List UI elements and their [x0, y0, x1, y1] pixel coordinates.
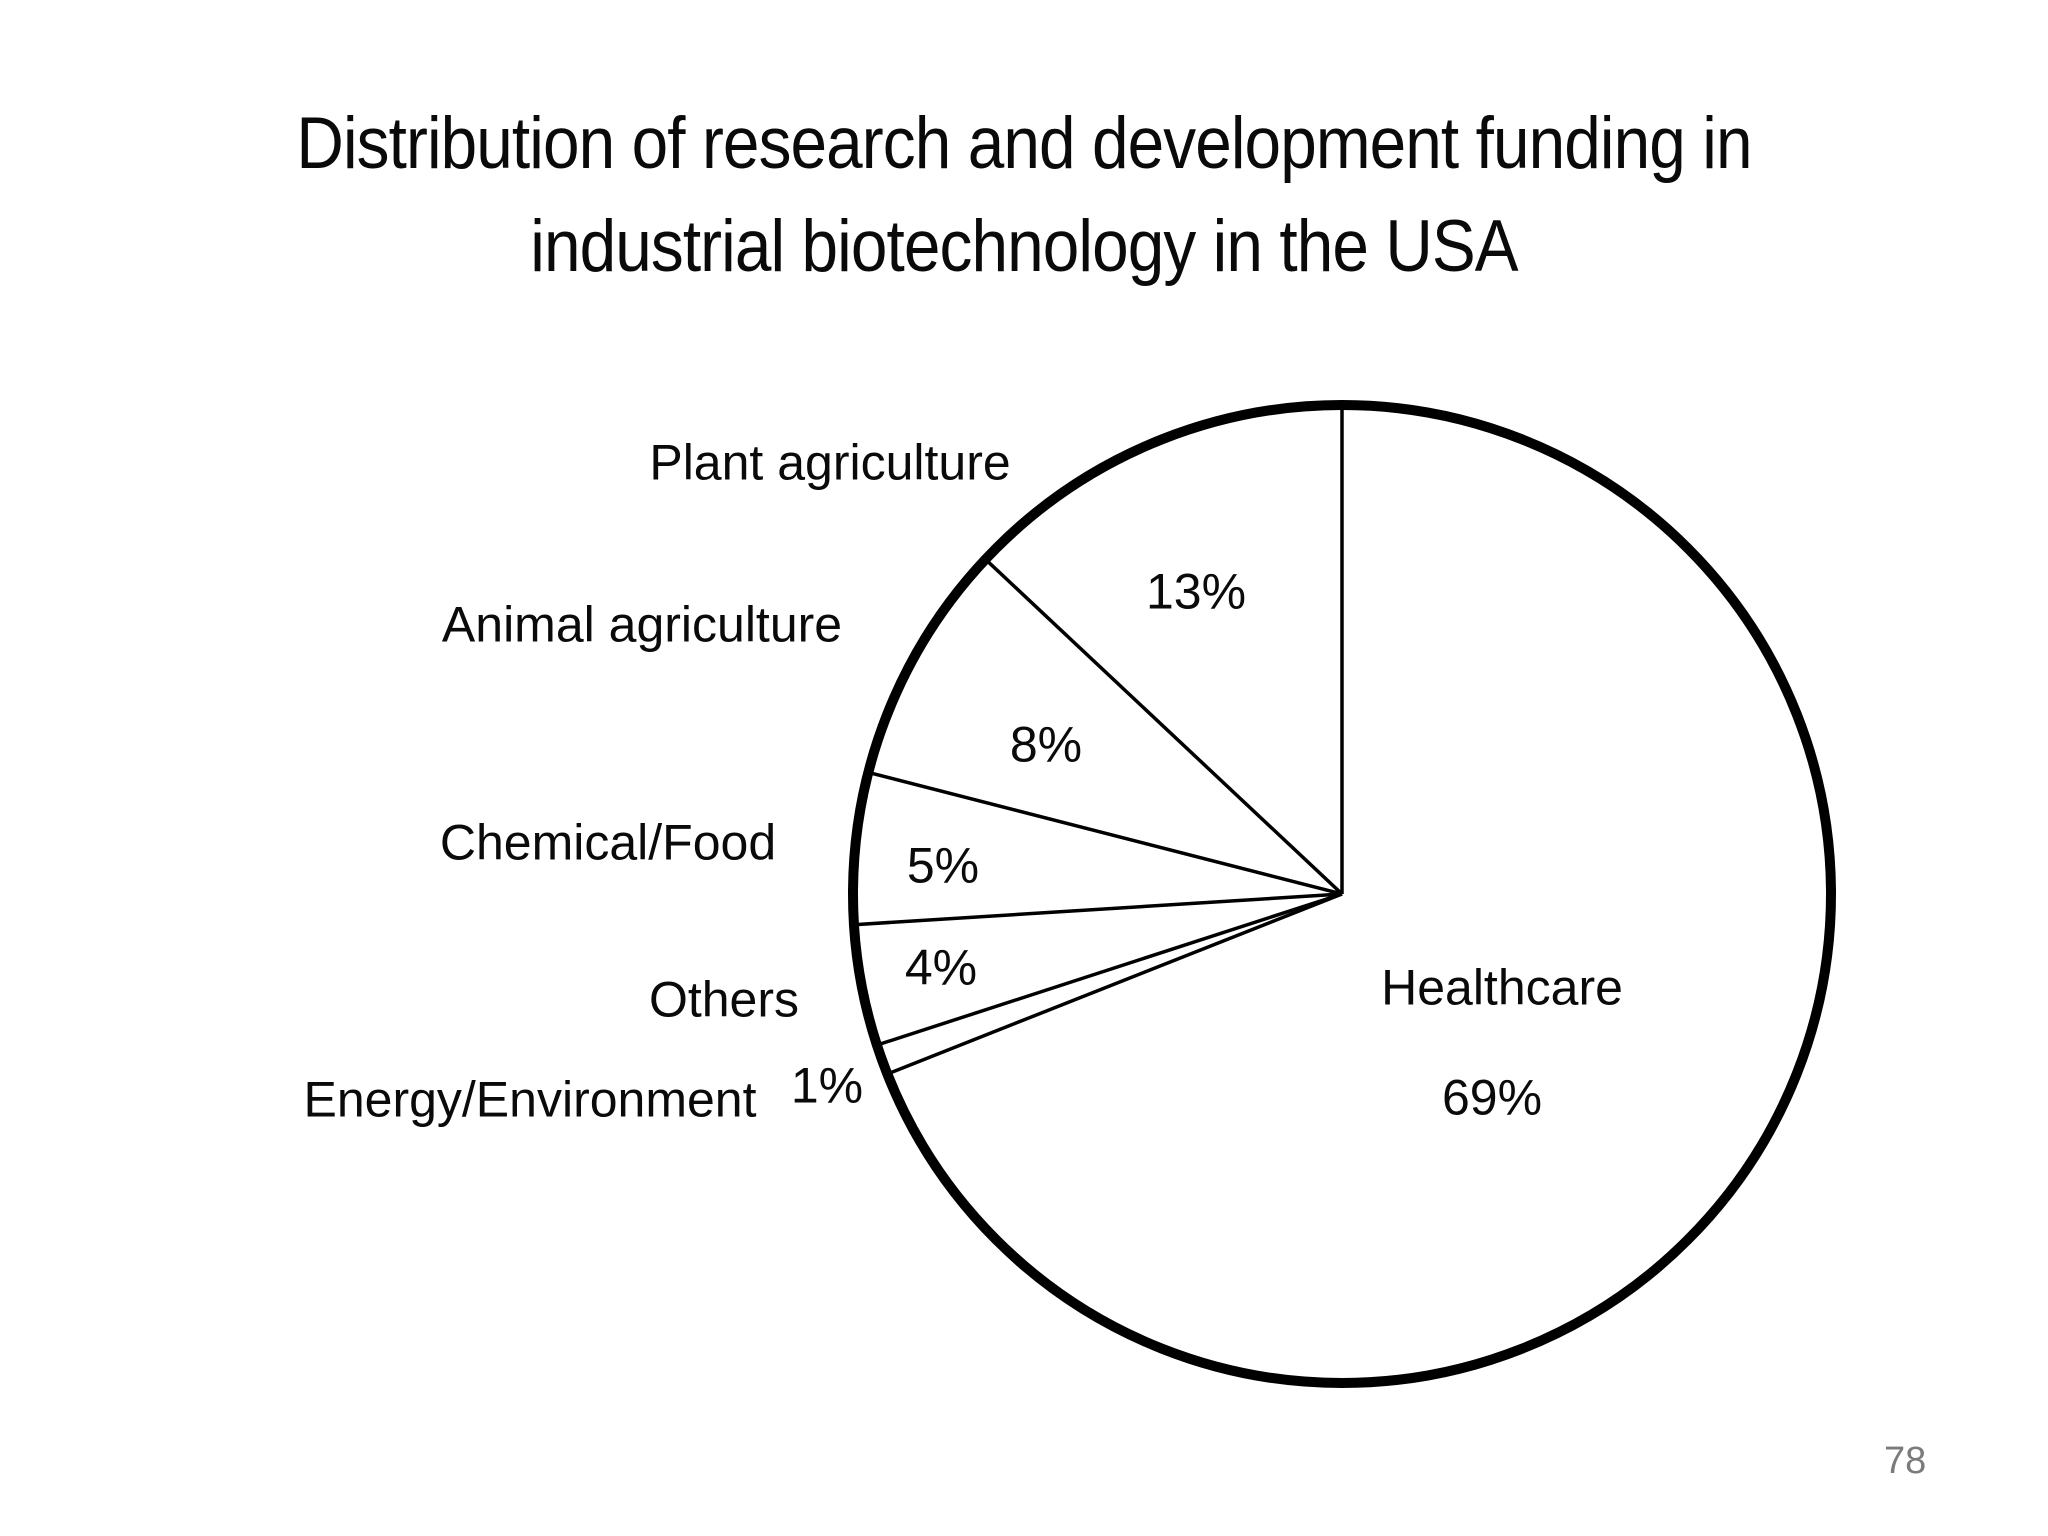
slice-percent-others: 4% [904, 939, 978, 996]
slice-label-others: Others [648, 971, 800, 1028]
slice-divider [867, 770, 1343, 896]
slice-percent-chemical-food: 5% [906, 837, 980, 894]
slice-percent-animal-agriculture: 8% [1009, 716, 1083, 773]
slice-label-animal-agriculture: Animal agriculture [441, 596, 843, 653]
slice-label-plant-agriculture: Plant agriculture [649, 434, 1011, 491]
slice-percent-plant-agriculture: 13% [1145, 563, 1247, 620]
slice-percent-healthcare: 69% [1441, 1069, 1543, 1126]
slice-label-chemical-food: Chemical/Food [439, 814, 777, 871]
slice-divider [853, 892, 1343, 927]
slice-divider [984, 558, 1344, 896]
slice-divider [886, 892, 1343, 1076]
page-number: 78 [1884, 1440, 1927, 1482]
slide-title-line1: Distribution of research and development… [296, 103, 1752, 184]
slide-title-line2: industrial biotechnology in the USA [530, 206, 1518, 287]
slice-percent-energy-environment: 1% [790, 1057, 864, 1114]
slide-title: Distribution of research and development… [102, 92, 1945, 298]
slice-label-energy-environment: Energy/Environment [303, 1071, 757, 1128]
slice-divider [876, 892, 1343, 1047]
slice-label-healthcare: Healthcare [1381, 959, 1623, 1016]
